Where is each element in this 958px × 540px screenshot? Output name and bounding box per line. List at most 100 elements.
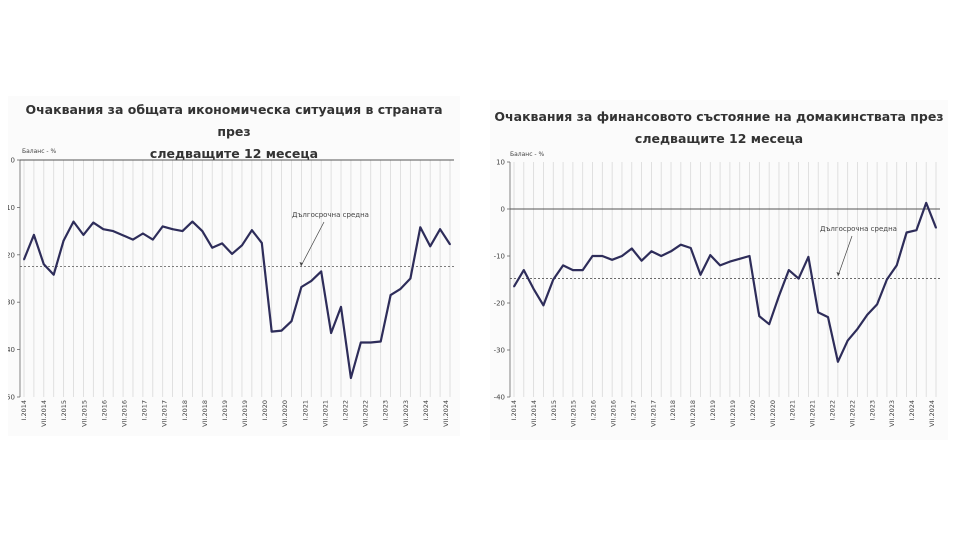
data-point bbox=[679, 243, 682, 246]
data-point bbox=[389, 294, 392, 296]
data-point bbox=[280, 329, 283, 332]
x-tick-label: VII.2021 bbox=[321, 400, 329, 427]
data-point bbox=[250, 229, 253, 232]
right-chart-title-line-2: следващите 12 месеца bbox=[634, 131, 804, 146]
x-tick-label: I.2019 bbox=[709, 400, 717, 421]
data-point bbox=[429, 245, 432, 248]
left-chart-title-line-2: следващите 12 месеца bbox=[149, 146, 319, 161]
data-point bbox=[532, 288, 535, 290]
x-tick-label: VII.2018 bbox=[689, 400, 697, 427]
data-point bbox=[82, 233, 85, 236]
data-point bbox=[201, 230, 204, 233]
right-chart-plot: 10 0 -10 -20 -30 -40 I.2014 VII.2014 I.2015 VII.2… bbox=[494, 159, 940, 427]
data-point bbox=[719, 264, 721, 267]
data-point bbox=[340, 306, 342, 308]
data-point bbox=[738, 257, 741, 260]
x-tick-label: VII.2016 bbox=[610, 400, 618, 427]
data-point bbox=[807, 256, 810, 258]
data-point bbox=[132, 238, 134, 241]
data-point bbox=[886, 278, 888, 281]
data-point bbox=[621, 255, 623, 257]
data-point bbox=[369, 341, 372, 344]
x-tick-label: VII.2019 bbox=[729, 400, 737, 427]
long-term-average-label: Дългосрочна средна bbox=[292, 211, 369, 219]
y-tick-label: -10 bbox=[8, 204, 15, 212]
right-chart-ylabel: Баланс - % bbox=[510, 151, 545, 158]
data-point bbox=[552, 278, 555, 281]
data-point bbox=[181, 230, 184, 233]
y-tick-label: 0 bbox=[501, 206, 505, 214]
x-tick-label: I.2021 bbox=[789, 400, 797, 421]
y-tick-label: -40 bbox=[494, 394, 505, 402]
y-tick-label: -30 bbox=[494, 347, 505, 355]
x-tick-label: VII.2022 bbox=[848, 400, 856, 427]
x-tick-label: I.2015 bbox=[60, 400, 68, 421]
data-point bbox=[699, 273, 702, 276]
x-tick-label: I.2021 bbox=[301, 400, 309, 421]
data-point bbox=[161, 225, 164, 228]
data-point bbox=[778, 295, 780, 297]
x-tick-label: VII.2014 bbox=[40, 400, 48, 427]
data-point bbox=[409, 277, 412, 280]
data-point bbox=[581, 269, 584, 271]
x-tick-label: VII.2024 bbox=[442, 400, 450, 427]
data-point bbox=[895, 264, 898, 267]
data-point bbox=[562, 264, 564, 267]
x-tick-label: VII.2014 bbox=[530, 400, 538, 427]
data-point bbox=[350, 377, 352, 379]
x-tick-label: I.2016 bbox=[590, 400, 598, 421]
data-point bbox=[591, 255, 594, 257]
x-tick-label: VII.2021 bbox=[809, 400, 817, 427]
data-point bbox=[797, 277, 800, 280]
data-point bbox=[905, 231, 908, 234]
x-tick-label: I.2015 bbox=[550, 400, 558, 421]
data-point bbox=[300, 286, 303, 288]
x-tick-label: I.2014 bbox=[20, 400, 28, 421]
x-tick-label: VII.2018 bbox=[201, 400, 209, 427]
y-tick-label: -50 bbox=[8, 394, 15, 402]
data-point bbox=[866, 313, 869, 316]
annotation-arrow bbox=[837, 235, 853, 277]
data-point bbox=[846, 339, 849, 342]
left-chart-title: Очаквания за общата икономическа ситуаци… bbox=[8, 99, 460, 165]
y-tick-label: -10 bbox=[494, 253, 505, 261]
data-point bbox=[640, 259, 643, 262]
data-point bbox=[439, 228, 441, 231]
data-point bbox=[290, 320, 293, 323]
data-point bbox=[72, 220, 75, 223]
x-tick-label: I.2020 bbox=[261, 400, 269, 421]
data-point bbox=[52, 273, 55, 276]
y-tick-label: -20 bbox=[8, 251, 15, 259]
data-point bbox=[611, 258, 614, 261]
data-point bbox=[758, 315, 761, 318]
data-point bbox=[670, 250, 672, 253]
data-point bbox=[92, 221, 95, 224]
data-point bbox=[650, 250, 653, 253]
series-line bbox=[22, 220, 451, 380]
left-chart-panel: Очаквания за общата икономическа ситуаци… bbox=[8, 96, 460, 436]
x-tick-label: VII.2017 bbox=[161, 400, 169, 427]
y-tick-label: -40 bbox=[8, 346, 15, 354]
data-point bbox=[122, 234, 124, 237]
data-point bbox=[151, 238, 154, 241]
y-tick-label: 0 bbox=[11, 157, 15, 165]
data-point bbox=[62, 239, 65, 242]
data-point bbox=[709, 254, 712, 256]
data-point bbox=[191, 220, 194, 223]
y-tick-label: 10 bbox=[496, 159, 505, 167]
x-tick-label: I.2017 bbox=[141, 400, 149, 421]
data-point bbox=[768, 323, 771, 326]
data-point bbox=[856, 327, 859, 330]
x-tick-label: I.2018 bbox=[669, 400, 677, 421]
data-point bbox=[241, 244, 243, 247]
x-tick-label: I.2024 bbox=[908, 400, 916, 421]
data-point bbox=[630, 247, 633, 250]
annotation-arrow bbox=[300, 221, 325, 267]
annotation-arrowhead bbox=[299, 262, 303, 266]
x-tick-label: VII.2016 bbox=[120, 400, 128, 427]
data-point bbox=[419, 226, 422, 229]
x-tick-label: VII.2024 bbox=[928, 400, 936, 427]
data-point bbox=[112, 230, 115, 233]
data-point bbox=[330, 332, 333, 334]
data-point bbox=[522, 269, 525, 271]
